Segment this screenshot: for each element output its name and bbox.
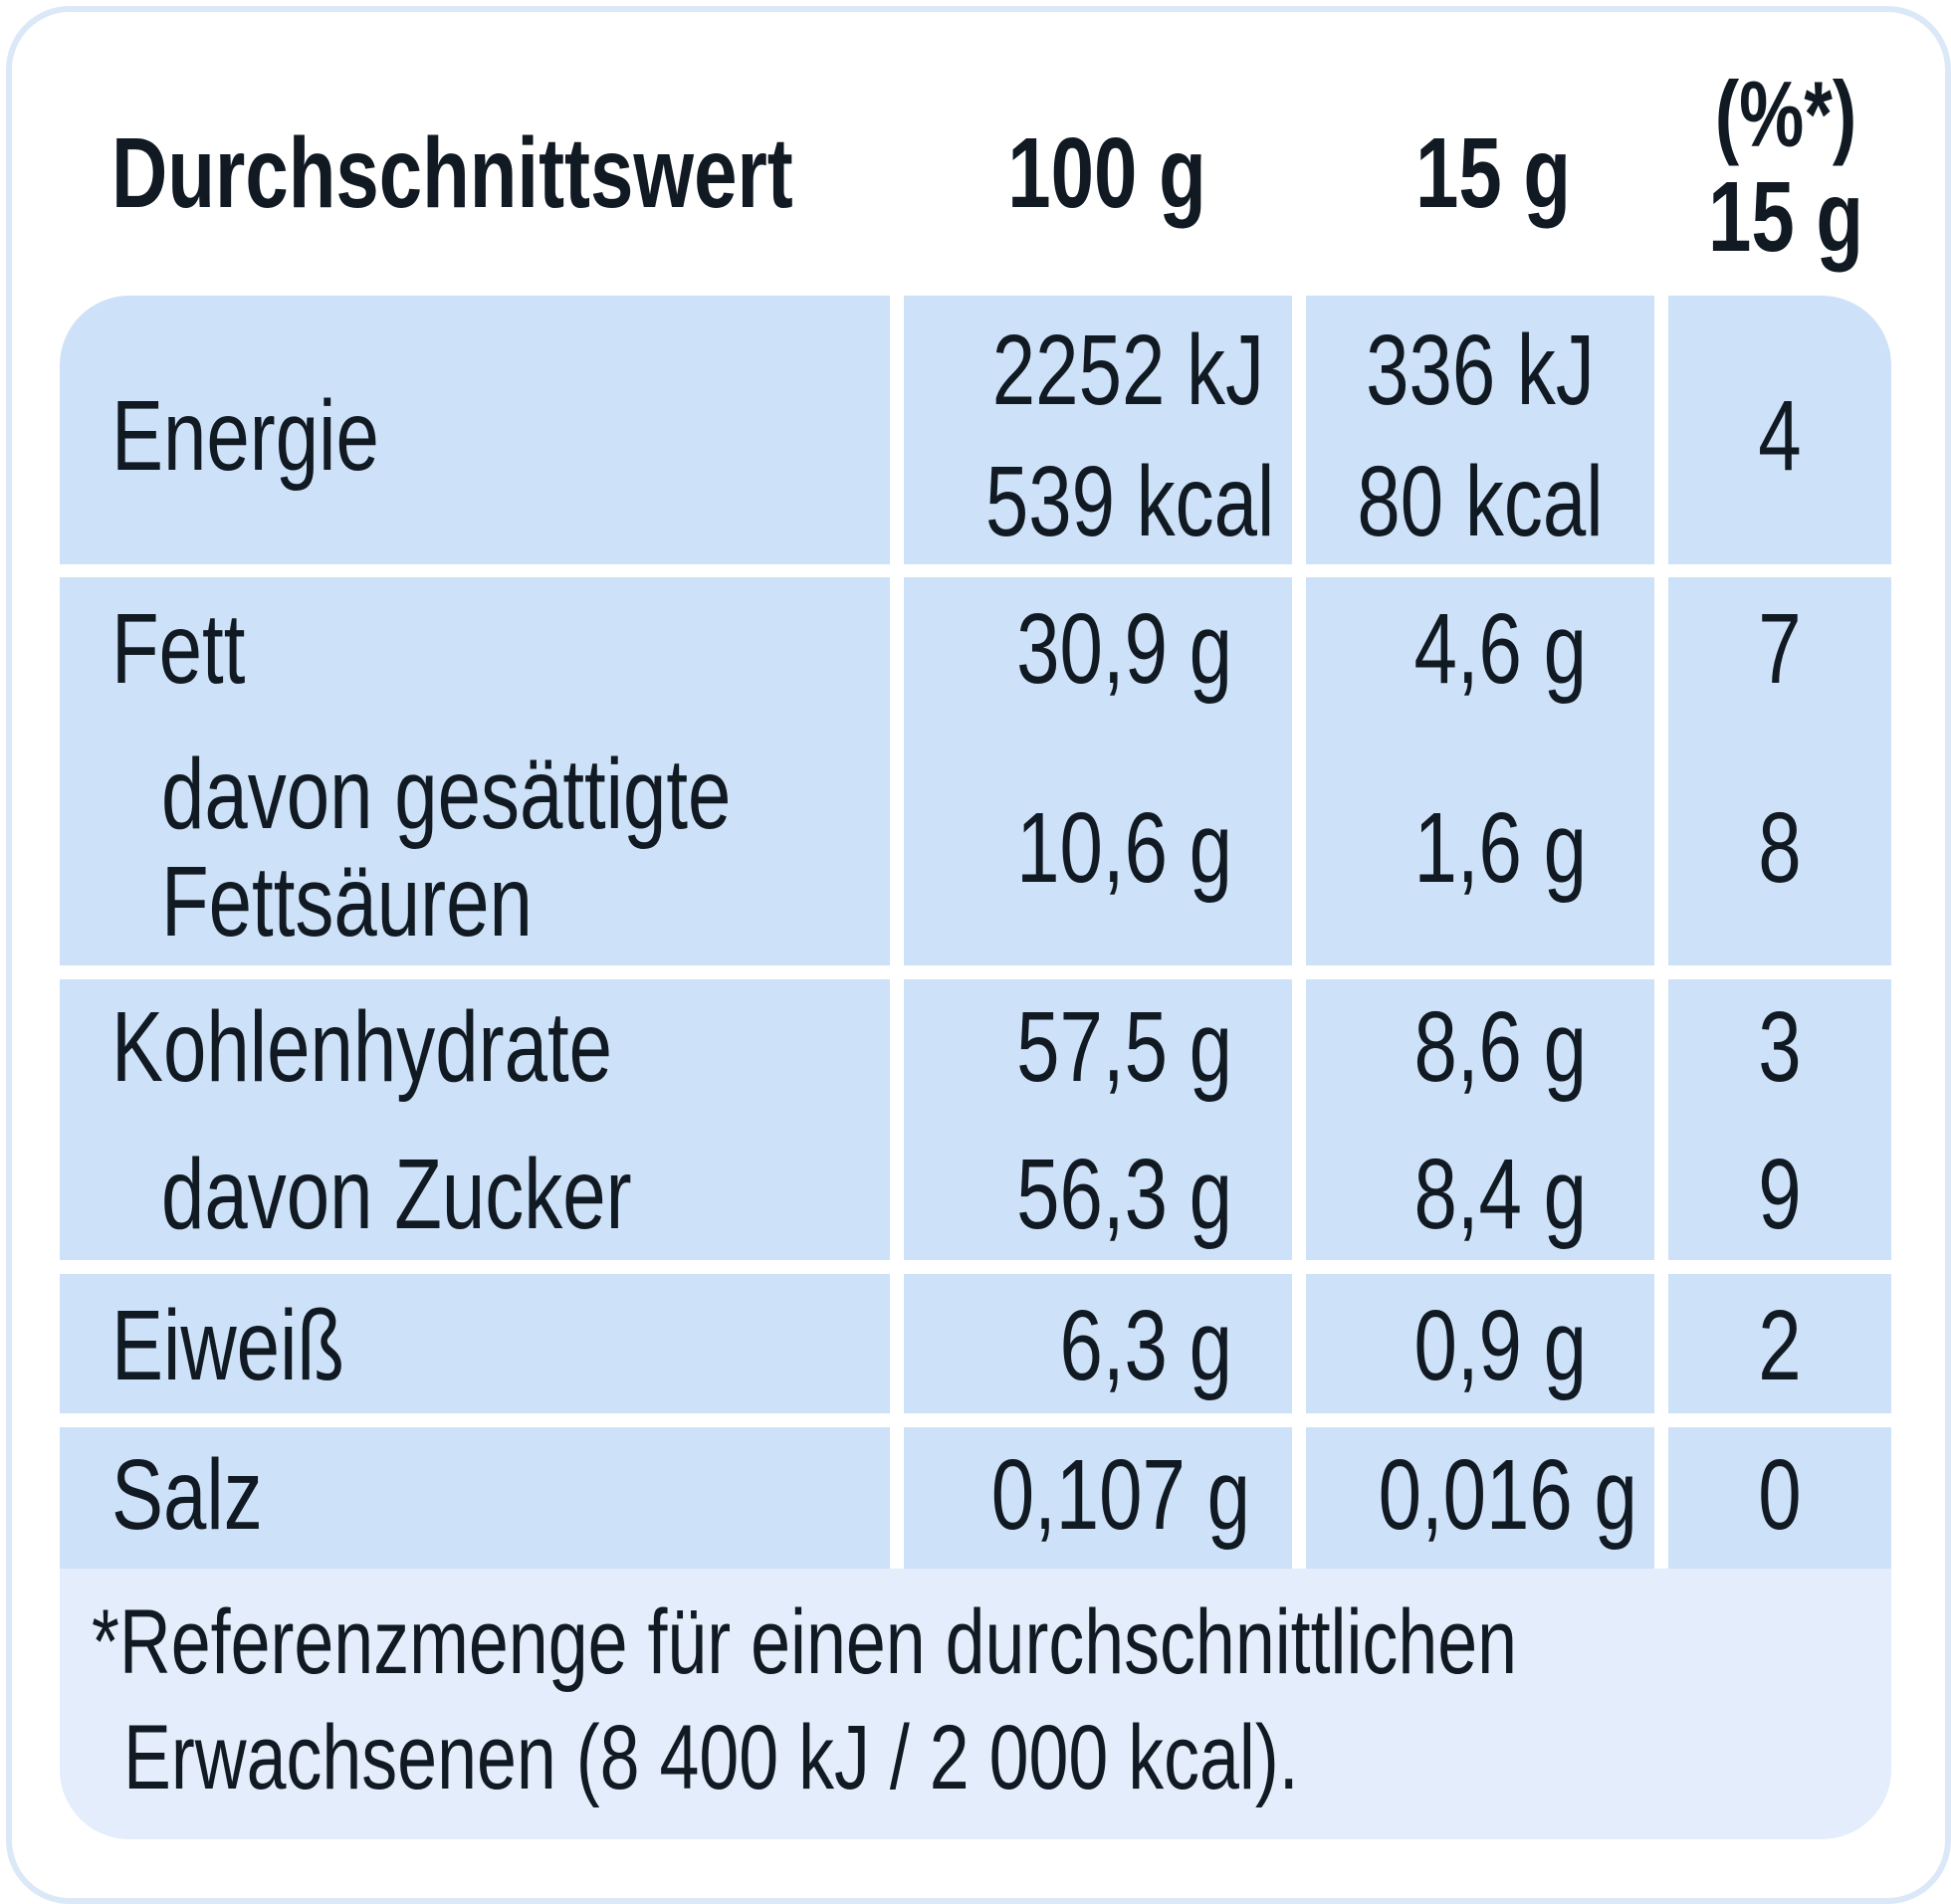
fett-percent: 7 xyxy=(1758,593,1802,705)
salz-100g: 0,107 g xyxy=(990,1439,1250,1551)
cell-bg xyxy=(60,296,890,564)
cell-bg xyxy=(904,1427,1292,1569)
cell-bg xyxy=(904,296,1292,564)
row-label-zucker: davon Zucker xyxy=(161,1139,632,1250)
gesaettigte-percent: 8 xyxy=(1758,792,1802,904)
eiweiss-15g: 0,9 g xyxy=(1413,1290,1587,1401)
eiweiss-100g: 6,3 g xyxy=(1059,1290,1232,1401)
row-label-fett: Fett xyxy=(111,593,246,705)
cell-bg xyxy=(60,577,890,965)
cell-bg xyxy=(1668,1427,1891,1569)
cell-bg xyxy=(60,1427,890,1569)
eiweiss-percent: 2 xyxy=(1758,1290,1802,1401)
header-15g: 15 g xyxy=(1414,117,1572,229)
energie-15g-kcal: 80 kcal xyxy=(1357,446,1604,557)
cell-bg xyxy=(60,979,890,1260)
cell-bg xyxy=(1306,1274,1654,1413)
row-label-gesaettigte-line2: Fettsäuren xyxy=(161,846,533,957)
cell-bg xyxy=(1306,1427,1654,1569)
zucker-15g: 8,4 g xyxy=(1413,1139,1587,1250)
footnote-box xyxy=(60,1569,1891,1839)
row-label-salz: Salz xyxy=(111,1439,263,1551)
header-percent-symbol: (%*) xyxy=(1714,62,1857,166)
row-label-energie: Energie xyxy=(111,380,379,492)
cell-bg xyxy=(60,1274,890,1413)
cell-bg xyxy=(904,979,1292,1260)
salz-15g: 0,016 g xyxy=(1378,1439,1637,1551)
zucker-percent: 9 xyxy=(1758,1139,1802,1250)
header-percent-portion: 15 g xyxy=(1707,161,1864,273)
footnote-line1: *Referenzmenge für einen durchschnittlic… xyxy=(92,1591,1518,1693)
zucker-100g: 56,3 g xyxy=(1016,1139,1232,1250)
gesaettigte-100g: 10,6 g xyxy=(1016,792,1232,904)
kohlenhydrate-100g: 57,5 g xyxy=(1016,991,1232,1103)
energie-100g-kj: 2252 kJ xyxy=(991,315,1264,426)
cell-bg xyxy=(1668,296,1891,564)
kohlenhydrate-percent: 3 xyxy=(1758,991,1802,1103)
row-label-kohlenhydrate: Kohlenhydrate xyxy=(111,991,613,1103)
cell-bg xyxy=(1668,577,1891,965)
gesaettigte-15g: 1,6 g xyxy=(1413,792,1587,904)
fett-15g: 4,6 g xyxy=(1413,593,1587,705)
cell-bg xyxy=(1668,1274,1891,1413)
row-label-gesaettigte-line1: davon gesättigte xyxy=(161,739,732,850)
energie-percent: 4 xyxy=(1758,380,1802,492)
cell-bg xyxy=(904,577,1292,965)
cell-bg xyxy=(1306,979,1654,1260)
fett-100g: 30,9 g xyxy=(1016,593,1232,705)
footnote-line2: Erwachsenen (8 400 kJ / 2 000 kcal). xyxy=(123,1707,1299,1808)
cell-bg xyxy=(1306,577,1654,965)
kohlenhydrate-15g: 8,6 g xyxy=(1413,991,1587,1103)
energie-100g-kcal: 539 kcal xyxy=(984,446,1275,557)
header-100g: 100 g xyxy=(1007,117,1206,229)
cell-bg xyxy=(904,1274,1292,1413)
row-label-eiweiss: Eiweiß xyxy=(111,1290,345,1401)
header-percent: (%*) 15 g xyxy=(1685,62,1887,273)
cell-bg xyxy=(1668,979,1891,1260)
cell-bg xyxy=(1306,296,1654,564)
energie-15g-kj: 336 kJ xyxy=(1366,315,1595,426)
header-label: Durchschnittswert xyxy=(111,117,793,229)
salz-percent: 0 xyxy=(1758,1439,1802,1551)
